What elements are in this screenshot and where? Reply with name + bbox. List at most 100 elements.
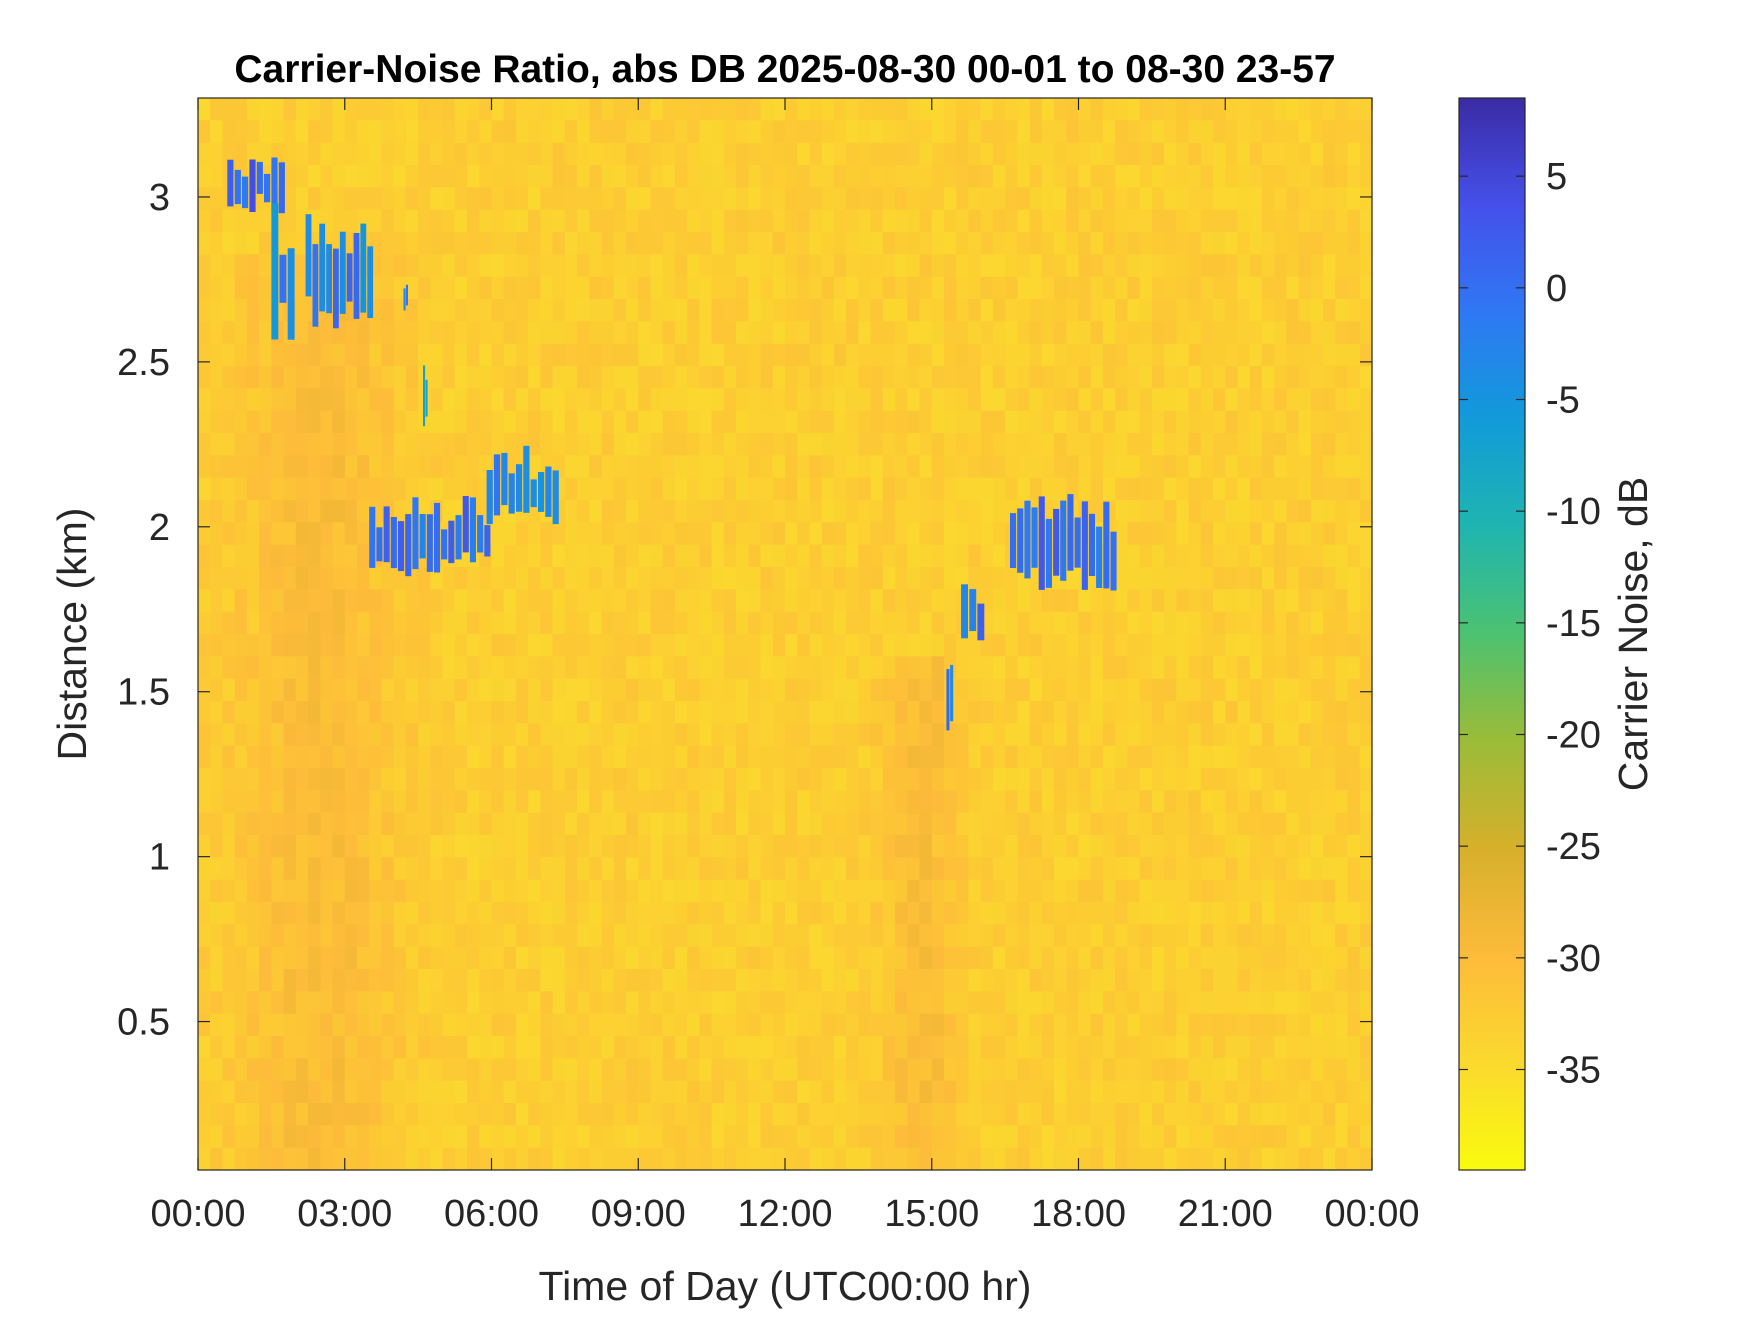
heatmap-cell bbox=[1298, 388, 1312, 412]
heatmap-cell bbox=[442, 500, 456, 523]
heatmap-cell bbox=[626, 120, 639, 144]
heatmap-cell bbox=[418, 723, 431, 747]
heatmap-cell bbox=[1261, 946, 1275, 970]
heatmap-cell bbox=[320, 522, 334, 546]
heatmap-cell bbox=[882, 477, 896, 501]
heatmap-cell bbox=[295, 254, 309, 278]
heatmap-cell bbox=[748, 1147, 762, 1171]
heatmap-cell bbox=[442, 366, 456, 389]
heatmap-cell bbox=[944, 522, 957, 546]
heatmap-cell bbox=[1090, 299, 1104, 322]
heatmap-cell bbox=[467, 366, 480, 389]
heatmap-cell bbox=[357, 879, 370, 903]
heatmap-cell bbox=[1127, 902, 1141, 925]
heatmap-cell bbox=[1090, 946, 1104, 970]
heatmap-cell bbox=[393, 120, 407, 144]
heatmap-cell bbox=[1078, 209, 1092, 233]
heatmap-cell bbox=[846, 1058, 859, 1082]
heatmap-cell bbox=[1054, 366, 1067, 389]
heatmap-cell bbox=[1323, 544, 1336, 568]
heatmap-cell bbox=[736, 745, 749, 769]
heatmap-cell bbox=[1200, 98, 1214, 121]
heatmap-cell bbox=[1103, 165, 1116, 188]
heatmap-cell bbox=[699, 678, 713, 702]
heatmap-cell bbox=[577, 544, 590, 568]
heatmap-cell bbox=[748, 500, 762, 523]
heatmap-cell bbox=[1066, 567, 1080, 590]
heatmap-cell bbox=[564, 500, 578, 523]
heatmap-cell bbox=[846, 723, 859, 747]
heatmap-cell bbox=[577, 500, 590, 523]
heatmap-cell bbox=[442, 678, 456, 702]
heatmap-cell bbox=[564, 768, 578, 791]
heatmap-cell bbox=[491, 902, 505, 925]
heatmap-cell bbox=[748, 410, 762, 434]
heatmap-cell bbox=[821, 768, 835, 791]
heatmap-cell bbox=[516, 232, 529, 255]
heatmap-cell bbox=[870, 701, 884, 724]
heatmap-cell bbox=[210, 589, 223, 613]
heatmap-cell bbox=[846, 366, 859, 389]
heatmap-cell bbox=[552, 567, 566, 590]
heatmap-cell bbox=[418, 142, 431, 166]
heatmap-cell bbox=[430, 678, 444, 702]
heatmap-cell bbox=[1090, 790, 1104, 814]
heatmap-cell bbox=[1347, 969, 1361, 992]
heatmap-cell bbox=[210, 544, 223, 568]
heatmap-cell bbox=[687, 611, 700, 635]
heatmap-cell bbox=[895, 567, 908, 590]
heatmap-cell bbox=[540, 1125, 554, 1149]
heatmap-cell bbox=[687, 567, 700, 590]
heatmap-cell bbox=[308, 656, 321, 680]
heatmap-cell bbox=[919, 321, 933, 345]
heatmap-cell bbox=[283, 589, 297, 613]
heatmap-cell bbox=[589, 567, 603, 590]
heatmap-cell bbox=[1359, 299, 1373, 322]
heatmap-cell bbox=[357, 455, 370, 479]
heatmap-cell bbox=[1078, 366, 1092, 389]
echo-feature bbox=[419, 514, 426, 559]
heatmap-cell bbox=[222, 455, 236, 479]
heatmap-cell bbox=[1041, 299, 1055, 322]
heatmap-cell bbox=[1115, 723, 1128, 747]
heatmap-cell bbox=[369, 611, 382, 635]
heatmap-cell bbox=[430, 835, 444, 858]
heatmap-cell bbox=[748, 544, 762, 568]
heatmap-cell bbox=[785, 1013, 798, 1037]
heatmap-cell bbox=[1005, 634, 1018, 657]
heatmap-cell bbox=[540, 969, 554, 992]
heatmap-cell bbox=[1347, 902, 1361, 925]
echo-feature bbox=[1103, 501, 1110, 589]
heatmap-cell bbox=[662, 745, 676, 769]
heatmap-cell bbox=[956, 477, 969, 501]
heatmap-cell bbox=[870, 902, 884, 925]
heatmap-cell bbox=[687, 187, 700, 211]
heatmap-cell bbox=[1335, 745, 1349, 769]
heatmap-cell bbox=[1359, 433, 1373, 456]
heatmap-cell bbox=[332, 388, 346, 412]
heatmap-cell bbox=[662, 567, 676, 590]
heatmap-cell bbox=[405, 723, 419, 747]
heatmap-cell bbox=[418, 812, 431, 836]
heatmap-cell bbox=[577, 902, 590, 925]
heatmap-cell bbox=[1323, 991, 1336, 1015]
heatmap-cell bbox=[369, 1125, 382, 1149]
colorbar-ticks: 50-5-10-15-20-25-30-35 bbox=[1459, 156, 1601, 1092]
heatmap-cell bbox=[418, 924, 431, 948]
heatmap-cell bbox=[772, 477, 786, 501]
heatmap-cell bbox=[344, 611, 358, 635]
heatmap-cell bbox=[246, 857, 260, 881]
heatmap-cell bbox=[1127, 455, 1141, 479]
heatmap-cell bbox=[528, 1080, 541, 1104]
heatmap-cell bbox=[393, 1103, 407, 1126]
heatmap-cell bbox=[1347, 209, 1361, 233]
heatmap-cell bbox=[833, 1058, 847, 1082]
heatmap-cell bbox=[332, 946, 346, 970]
heatmap-cell bbox=[846, 1125, 859, 1149]
heatmap-cell bbox=[564, 209, 578, 233]
heatmap-cell bbox=[882, 567, 896, 590]
heatmap-cell bbox=[1066, 276, 1080, 300]
heatmap-cell bbox=[1261, 723, 1275, 747]
heatmap-cell bbox=[1115, 611, 1128, 635]
heatmap-cell bbox=[210, 1058, 223, 1082]
